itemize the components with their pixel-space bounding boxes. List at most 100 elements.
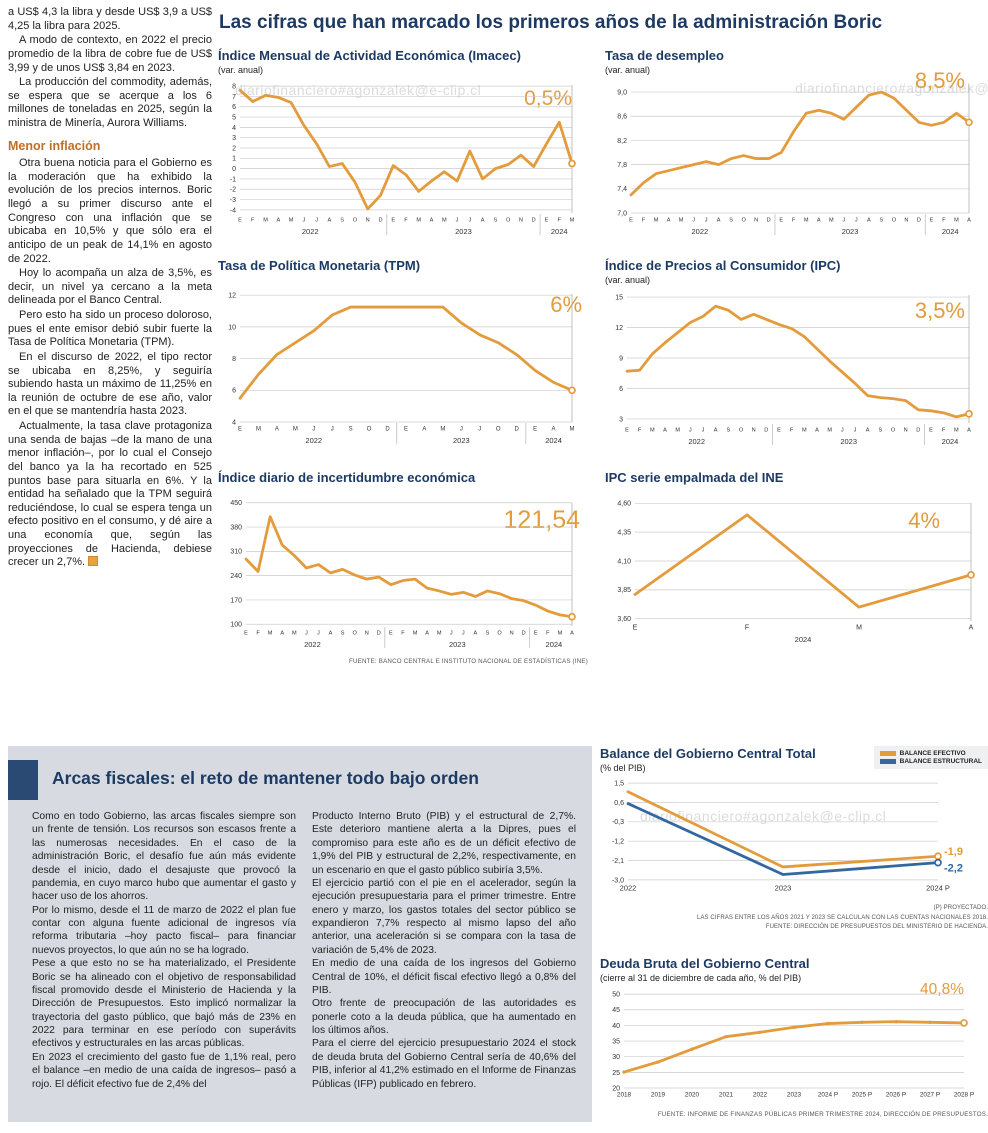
svg-text:M: M: [570, 427, 575, 433]
chart-ipc: Índice de Precios al Consumidor (IPC) (v…: [605, 258, 985, 452]
svg-text:F: F: [401, 631, 405, 637]
chart-title: Índice de Precios al Consumidor (IPC): [605, 258, 841, 273]
svg-text:S: S: [486, 631, 490, 637]
svg-text:2018: 2018: [617, 1092, 632, 1099]
svg-text:J: J: [331, 427, 334, 433]
svg-text:M: M: [827, 428, 832, 434]
svg-text:A: A: [817, 218, 821, 224]
svg-text:25: 25: [612, 1070, 620, 1077]
chart-subtitle: (var. anual): [605, 65, 651, 75]
svg-text:2027 P: 2027 P: [920, 1092, 940, 1099]
svg-text:A: A: [570, 631, 574, 637]
svg-text:A: A: [422, 427, 426, 433]
left-article-column: a US$ 4,3 la libra y desde US$ 3,9 a US$…: [8, 6, 212, 571]
svg-text:2023: 2023: [775, 884, 792, 893]
svg-text:12: 12: [228, 293, 236, 300]
svg-text:M: M: [292, 631, 297, 637]
svg-text:M: M: [802, 428, 807, 434]
svg-text:45: 45: [612, 1007, 620, 1014]
svg-text:170: 170: [230, 597, 242, 604]
svg-text:E: E: [777, 428, 781, 434]
svg-text:N: N: [365, 631, 369, 637]
svg-text:F: F: [404, 218, 408, 224]
svg-text:N: N: [754, 218, 758, 224]
svg-text:A: A: [967, 428, 971, 434]
legend-item: BALANCE EFECTIVO: [879, 750, 982, 757]
svg-text:M: M: [675, 428, 680, 434]
svg-text:6: 6: [232, 388, 236, 395]
chart-source: FUENTE: BANCO CENTRAL E INSTITUTO NACION…: [348, 658, 588, 665]
svg-text:E: E: [545, 218, 549, 224]
fiscal-section-title: Arcas fiscales: el reto de mantener todo…: [52, 768, 479, 788]
svg-text:4: 4: [232, 419, 236, 426]
svg-text:J: J: [689, 428, 692, 434]
footnote: (P) PROYECTADO.: [933, 905, 988, 911]
svg-text:240: 240: [230, 573, 242, 580]
fiscal-paragraph: Producto Interno Bruto (PIB) y el estruc…: [312, 811, 576, 876]
svg-text:M: M: [829, 218, 834, 224]
chart-big-value: 8,5%: [914, 68, 965, 93]
article-paragraph: Actualmente, la tasa clave protagoniza u…: [8, 420, 212, 570]
svg-text:D: D: [514, 427, 519, 433]
line-chart: 15 12 9 6 3 E F M A M J J A S O N D E F M A M J J A S O N D E F M A 2022 2…: [605, 287, 985, 452]
svg-text:D: D: [377, 631, 381, 637]
line-chart: 4,60 4,35 4,10 3,85 3,60 E F M A 2024: [605, 495, 985, 650]
svg-text:D: D: [385, 427, 390, 433]
svg-text:A: A: [328, 218, 332, 224]
svg-text:310: 310: [230, 549, 242, 556]
legend-swatch-estructural: [879, 759, 896, 764]
svg-text:A: A: [815, 428, 819, 434]
svg-text:J: J: [450, 631, 453, 637]
svg-text:J: J: [317, 631, 320, 637]
svg-text:J: J: [705, 218, 708, 224]
svg-text:J: J: [692, 218, 695, 224]
svg-text:9,0: 9,0: [617, 89, 627, 96]
svg-text:2028 P: 2028 P: [954, 1092, 974, 1099]
svg-text:4: 4: [232, 125, 236, 132]
line-chart: 12 10 8 6 4 E M A M J J S O D E A M J J O D E A M 2022 2023 2024: [218, 286, 588, 451]
svg-text:12: 12: [615, 325, 623, 332]
footnote: LAS CIFRAS ENTRE LOS AÑOS 2021 Y 2023 SE…: [697, 914, 988, 921]
title-accent-bar: [8, 760, 38, 800]
article-paragraph: A modo de contexto, en 2022 el precio pr…: [8, 34, 212, 74]
svg-text:O: O: [352, 631, 357, 637]
svg-text:J: J: [460, 427, 463, 433]
chart-title: Índice Mensual de Actividad Económica (I…: [218, 48, 521, 63]
svg-text:8: 8: [232, 356, 236, 363]
svg-text:50: 50: [612, 992, 620, 999]
chart-subtitle: (var. anual): [605, 275, 651, 285]
svg-text:380: 380: [230, 524, 242, 531]
chart-footnotes: (P) PROYECTADO. LAS CIFRAS ENTRE LOS AÑO…: [600, 904, 988, 933]
svg-text:S: S: [880, 218, 884, 224]
svg-text:35: 35: [612, 1038, 620, 1045]
svg-text:J: J: [842, 218, 845, 224]
fiscal-paragraph: Pese a que esto no se ha materializado, …: [32, 958, 296, 1050]
svg-text:F: F: [256, 631, 260, 637]
line-chart: 450 380 310 240 170 100 E F M A M J J A S O N D E F M A M J J A S O…: [218, 495, 588, 655]
svg-text:0,6: 0,6: [614, 800, 624, 807]
svg-text:S: S: [340, 218, 344, 224]
fiscal-col-1: Como en todo Gobierno, las arcas fiscale…: [32, 810, 296, 1091]
svg-text:100: 100: [230, 622, 242, 629]
svg-text:30: 30: [612, 1054, 620, 1061]
svg-text:2026 P: 2026 P: [886, 1092, 906, 1099]
svg-text:4,60: 4,60: [617, 501, 631, 508]
fiscal-paragraph: Como en todo Gobierno, las arcas fiscale…: [32, 811, 296, 903]
article-paragraph: Pero esto ha sido un proceso doloroso, p…: [8, 309, 212, 349]
section-heading: Menor inflación: [8, 138, 101, 153]
chart-title: Balance del Gobierno Central Total: [600, 746, 816, 761]
svg-text:-1,9: -1,9: [944, 846, 963, 858]
svg-text:M: M: [558, 631, 563, 637]
svg-text:M: M: [268, 631, 273, 637]
fiscal-paragraph: Por lo mismo, desde el 11 de marzo de 20…: [32, 904, 296, 956]
fiscal-paragraph: Para el cierre del ejercicio presupuesta…: [312, 1038, 576, 1090]
svg-text:F: F: [642, 218, 646, 224]
svg-text:2024: 2024: [551, 227, 568, 236]
svg-text:E: E: [238, 218, 242, 224]
svg-text:M: M: [416, 218, 421, 224]
svg-text:M: M: [263, 218, 268, 224]
svg-text:-1: -1: [230, 176, 236, 183]
svg-text:N: N: [752, 428, 756, 434]
svg-text:2023: 2023: [840, 437, 857, 446]
